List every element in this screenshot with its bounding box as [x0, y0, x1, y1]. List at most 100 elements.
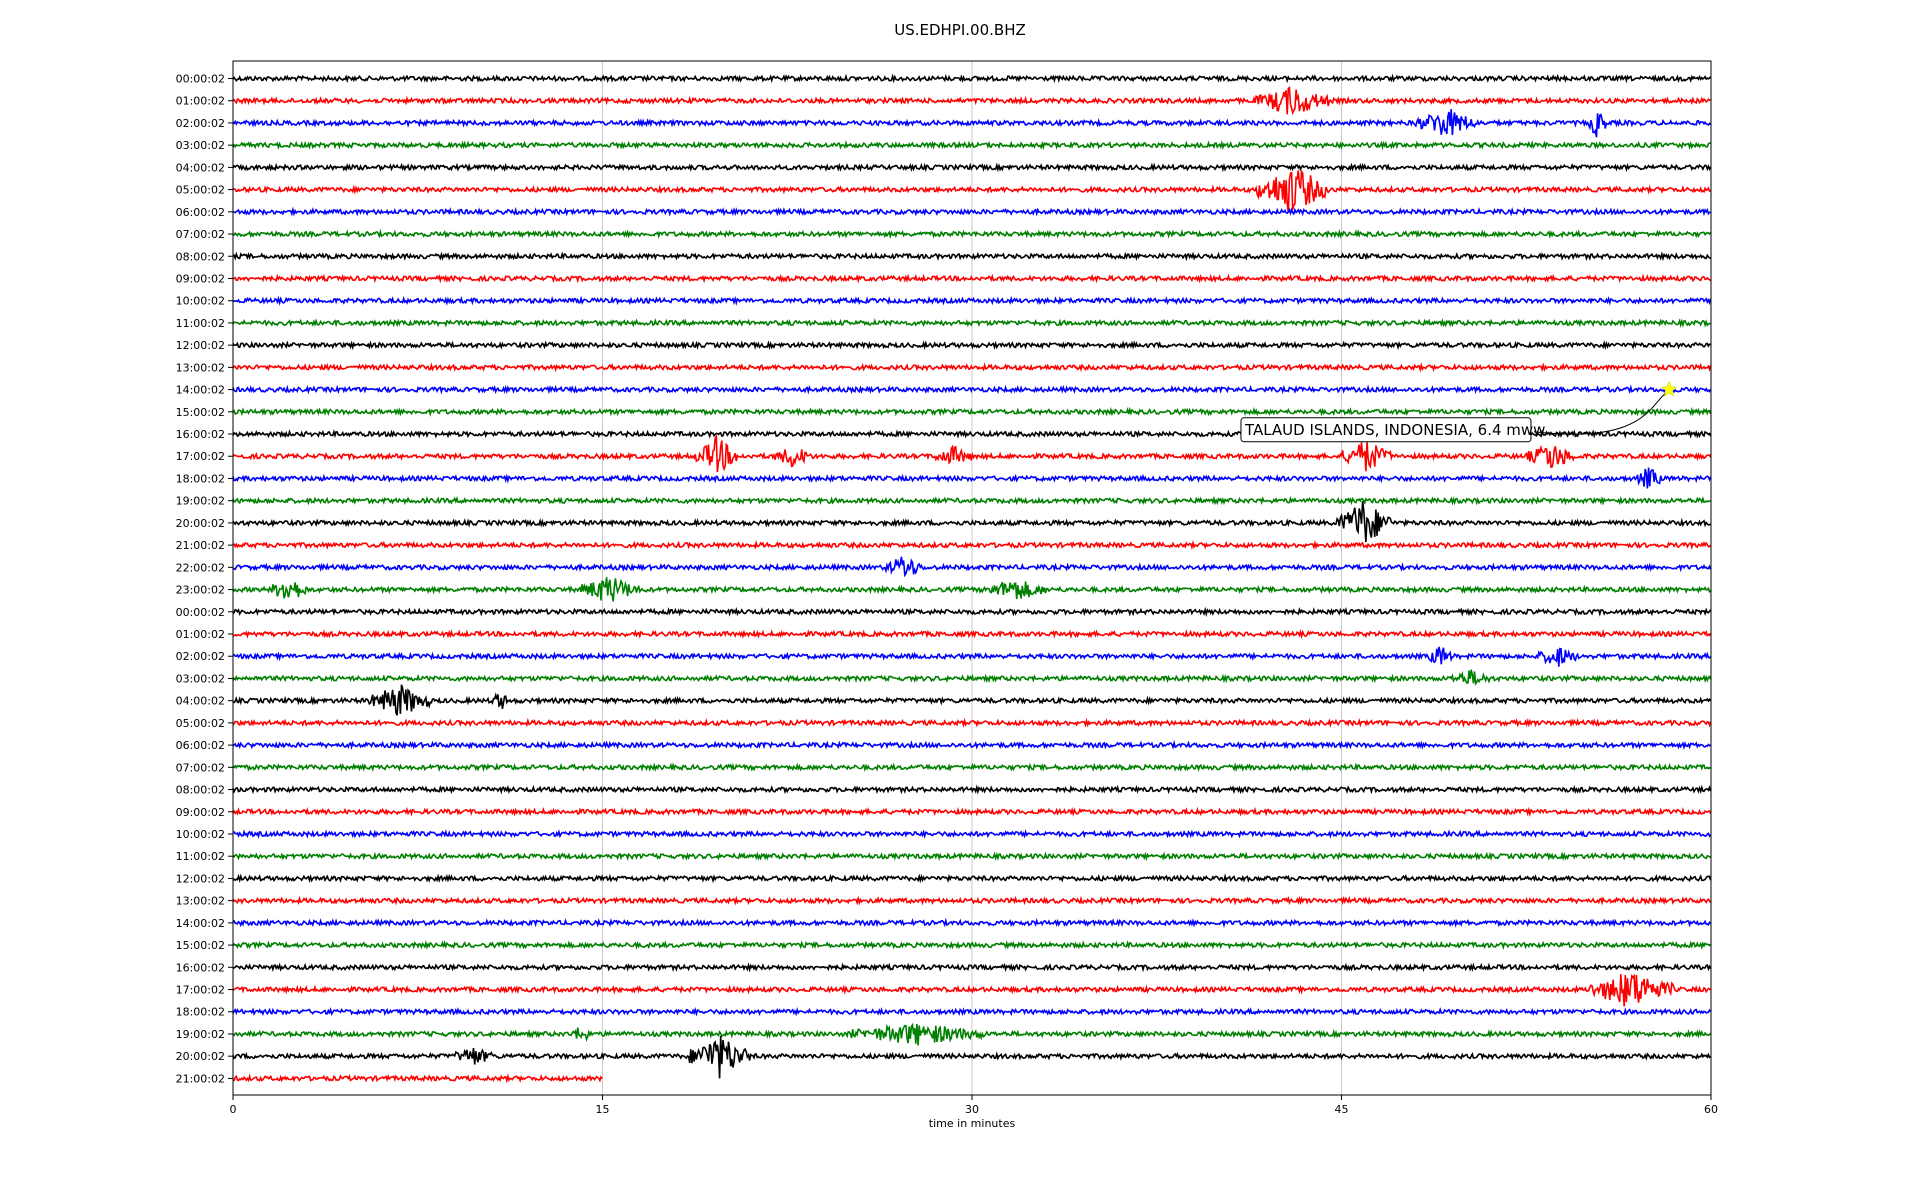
trace-time-label: 07:00:02 [176, 228, 225, 241]
seismic-trace [232, 206, 1711, 217]
trace-time-label: 04:00:02 [176, 695, 225, 708]
chart-title: US.EDHPI.00.BHZ [894, 21, 1026, 39]
trace-time-label: 16:00:02 [176, 961, 225, 974]
seismic-trace [232, 556, 1712, 578]
trace-time-label: 03:00:02 [176, 139, 225, 152]
trace-time-label: 00:00:02 [176, 606, 225, 619]
trace-time-label: 23:00:02 [176, 584, 225, 597]
trace-time-label: 06:00:02 [176, 739, 225, 752]
seismic-trace [232, 362, 1712, 373]
trace-time-label: 18:00:02 [176, 1006, 225, 1019]
trace-time-label: 19:00:02 [176, 1028, 225, 1041]
seismic-trace [232, 434, 1712, 473]
seismic-trace [232, 784, 1712, 795]
seismic-trace [232, 406, 1712, 417]
seismic-trace [232, 717, 1712, 729]
trace-time-label: 16:00:02 [176, 428, 225, 441]
trace-time-label: 00:00:02 [176, 73, 225, 86]
trace-time-label: 14:00:02 [176, 384, 225, 397]
seismic-trace [232, 139, 1711, 151]
seismic-trace [232, 646, 1712, 667]
x-tick-label: 0 [230, 1103, 237, 1116]
seismic-trace [232, 739, 1712, 751]
trace-time-label: 05:00:02 [176, 184, 225, 197]
trace-time-label: 17:00:02 [176, 984, 225, 997]
seismic-trace [232, 917, 1712, 928]
trace-time-label: 21:00:02 [176, 1072, 225, 1085]
trace-time-label: 08:00:02 [176, 784, 225, 797]
x-tick-label: 45 [1335, 1103, 1349, 1116]
x-tick-label: 15 [596, 1103, 610, 1116]
seismic-trace [232, 851, 1711, 862]
grid-lines [602, 61, 1342, 1095]
seismic-trace [232, 501, 1711, 543]
seismic-trace [232, 228, 1712, 240]
trace-time-label: 09:00:02 [176, 272, 225, 285]
trace-time-label: 03:00:02 [176, 672, 225, 685]
seismic-trace [232, 577, 1712, 602]
seismic-trace [232, 1022, 1712, 1046]
seismic-trace [232, 251, 1711, 262]
x-tick-label: 30 [965, 1103, 979, 1116]
trace-time-label: 19:00:02 [176, 495, 225, 508]
seismic-trace [232, 973, 1711, 1007]
seismic-traces [232, 73, 1712, 1084]
seismic-trace [232, 340, 1711, 351]
trace-time-label: 12:00:02 [176, 872, 225, 885]
trace-time-label: 01:00:02 [176, 628, 225, 641]
seismic-trace [232, 628, 1712, 640]
trace-time-label: 15:00:02 [176, 939, 225, 952]
annotation-box [1240, 417, 1532, 443]
trace-time-label: 12:00:02 [176, 339, 225, 352]
seismic-trace [232, 606, 1712, 618]
seismic-trace [232, 384, 1712, 395]
trace-time-label: 01:00:02 [176, 95, 225, 108]
seismic-trace [232, 539, 1712, 551]
trace-time-label: 21:00:02 [176, 539, 225, 552]
seismic-trace [232, 806, 1712, 817]
x-axis-ticks: 0 15 30 45 60 [230, 1095, 1718, 1116]
event-star-marker [1660, 380, 1678, 397]
trace-time-label: 02:00:02 [176, 117, 225, 130]
trace-time-label: 15:00:02 [176, 406, 225, 419]
seismic-trace [232, 273, 1712, 284]
seismic-trace [232, 962, 1712, 973]
annotation-connector [1533, 393, 1666, 435]
x-axis-label: time in minutes [929, 1117, 1016, 1130]
trace-time-label: 02:00:02 [176, 650, 225, 663]
seismic-trace [232, 684, 1712, 716]
trace-time-label: 07:00:02 [176, 761, 225, 774]
seismic-trace [232, 317, 1711, 328]
trace-time-label: 08:00:02 [176, 250, 225, 263]
trace-time-label: 06:00:02 [176, 206, 225, 219]
seismic-trace [232, 109, 1712, 138]
trace-time-label: 14:00:02 [176, 917, 225, 930]
trace-time-label: 13:00:02 [176, 361, 225, 374]
trace-time-label: 09:00:02 [176, 806, 225, 819]
trace-time-label: 22:00:02 [176, 561, 225, 574]
trace-time-label: 11:00:02 [176, 850, 225, 863]
trace-time-label: 20:00:02 [176, 1050, 225, 1063]
seismic-trace [232, 295, 1712, 306]
seismic-trace [232, 1035, 1711, 1079]
trace-time-label: 13:00:02 [176, 895, 225, 908]
trace-time-label: 17:00:02 [176, 450, 225, 463]
seismic-trace [232, 829, 1712, 839]
seismic-trace [232, 873, 1712, 884]
seismic-trace [232, 169, 1712, 213]
seismic-trace [232, 495, 1711, 506]
seismic-trace [232, 939, 1712, 950]
trace-time-label: 05:00:02 [176, 717, 225, 730]
seismic-trace [232, 73, 1712, 84]
trace-time-label: 10:00:02 [176, 828, 225, 841]
seismic-trace [232, 1073, 603, 1084]
seismic-trace [232, 669, 1712, 686]
trace-time-label: 18:00:02 [176, 472, 225, 485]
seismic-trace [232, 762, 1711, 773]
seismic-trace [232, 467, 1712, 489]
seismic-trace [232, 895, 1712, 906]
trace-time-label: 10:00:02 [176, 295, 225, 308]
seismic-trace [232, 85, 1711, 116]
event-annotation: TALAUD ISLANDS, INDONESIA, 6.4 mww [1240, 380, 1678, 443]
